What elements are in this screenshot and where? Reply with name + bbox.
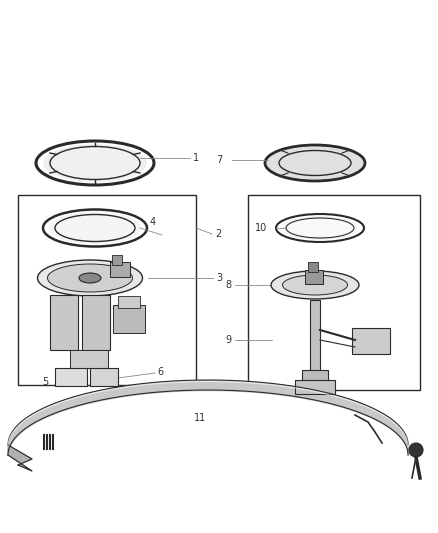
Bar (112, 255, 122, 265)
Bar (302, 370, 328, 382)
Ellipse shape (283, 275, 347, 295)
Bar (310, 300, 320, 375)
Ellipse shape (265, 145, 365, 181)
Text: 2: 2 (215, 229, 221, 239)
Ellipse shape (271, 271, 359, 299)
Ellipse shape (281, 216, 359, 240)
Text: 5: 5 (42, 377, 48, 387)
Polygon shape (8, 445, 32, 471)
Text: 4: 4 (150, 217, 156, 227)
Text: 7: 7 (216, 155, 222, 165)
Ellipse shape (272, 148, 358, 178)
Ellipse shape (47, 264, 133, 292)
Bar (352, 328, 390, 354)
Ellipse shape (49, 212, 141, 244)
Bar (55, 368, 87, 386)
Bar (70, 350, 108, 368)
Ellipse shape (43, 144, 147, 182)
Text: 9: 9 (226, 335, 232, 345)
Text: 6: 6 (157, 367, 163, 377)
Bar (248, 195, 420, 390)
Text: 1: 1 (193, 153, 199, 163)
Text: 3: 3 (216, 273, 222, 283)
Bar (308, 262, 318, 272)
Bar (295, 380, 335, 394)
Bar (118, 296, 140, 308)
Text: 8: 8 (226, 280, 232, 290)
Ellipse shape (409, 443, 423, 457)
Ellipse shape (79, 273, 101, 283)
Bar (113, 305, 145, 333)
Bar (305, 270, 323, 284)
Bar (18, 195, 196, 385)
Bar (82, 295, 110, 350)
Ellipse shape (38, 260, 142, 296)
Bar (110, 262, 130, 277)
Text: 10: 10 (255, 223, 267, 233)
Bar (50, 295, 78, 350)
Text: 11: 11 (194, 413, 206, 423)
Bar (90, 368, 118, 386)
